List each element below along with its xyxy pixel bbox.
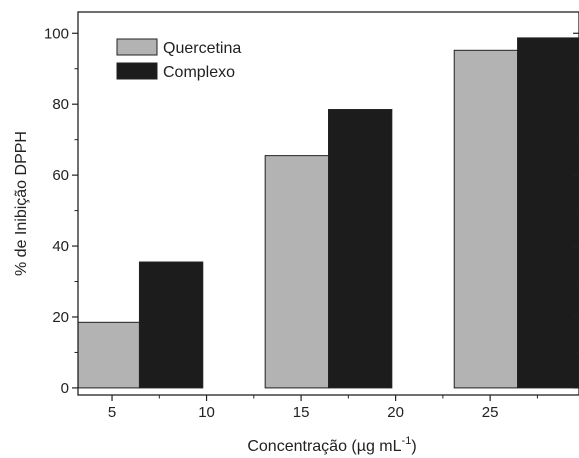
bar-complexo-25	[517, 37, 579, 389]
plot-frame	[77, 11, 579, 396]
bar-quercetina-25	[453, 49, 519, 389]
bar-quercetina-5	[78, 321, 140, 389]
bar-complexo-15	[328, 109, 393, 389]
bar-complexo-5	[138, 261, 204, 389]
bar-quercetina-15	[264, 155, 330, 389]
y-axis-title: % de Inibição DPPH	[13, 131, 30, 276]
x-tick-label-15: 15	[293, 404, 310, 421]
legend-swatch-quercetina	[116, 38, 158, 56]
x-axis-title-suffix: )	[411, 438, 416, 455]
x-axis-title-superscript: -1	[402, 435, 412, 447]
y-tick-label-80: 80	[52, 96, 69, 113]
y-tick-label-60: 60	[52, 167, 69, 184]
y-tick-label-100: 100	[44, 25, 69, 42]
x-tick-label-5: 5	[108, 404, 116, 421]
legend-swatch-complexo	[116, 62, 158, 80]
y-tick-label-20: 20	[52, 309, 69, 326]
x-tick-label-20: 20	[387, 404, 404, 421]
x-tick-label-10: 10	[198, 404, 215, 421]
x-axis-title: Concentração (µg mL-1)	[247, 435, 416, 455]
x-axis-title-main: Concentração (µg mL	[247, 438, 401, 455]
legend-label-quercetina: Quercetina	[163, 40, 241, 57]
bars-group	[78, 37, 579, 389]
y-tick-label-40: 40	[52, 238, 69, 255]
legend: Quercetina Complexo	[116, 38, 241, 81]
y-tick-label-0: 0	[61, 380, 69, 397]
legend-label-complexo: Complexo	[163, 64, 235, 81]
x-tick-label-25: 25	[482, 404, 499, 421]
axes-group: 0 20 40 60 80 100 5 10 15 20 25	[44, 25, 579, 421]
